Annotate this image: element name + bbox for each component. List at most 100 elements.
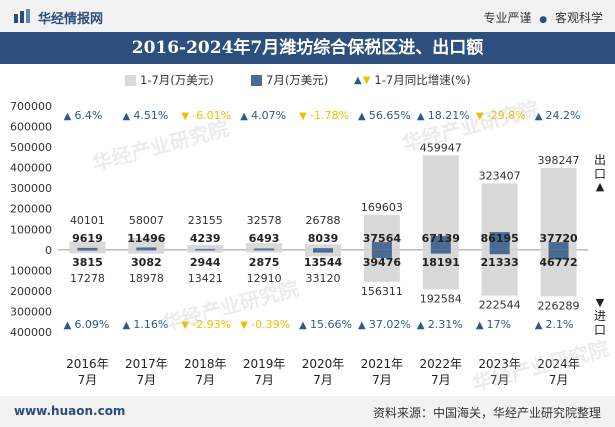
growth-down-icon: ▼ bbox=[181, 111, 189, 122]
label-export-growth: -1.78% bbox=[310, 109, 349, 122]
label-export-growth: 18.21% bbox=[428, 109, 470, 122]
label-export-growth: 56.65% bbox=[369, 109, 411, 122]
bar-import-ytd bbox=[246, 249, 283, 253]
label-export-month: 37720 bbox=[539, 232, 578, 245]
label-export-growth: 4.07% bbox=[251, 109, 286, 122]
label-import-growth: 37.02% bbox=[369, 318, 411, 331]
x-tick-label: 7月 bbox=[372, 373, 392, 387]
label-export-month: 8039 bbox=[308, 232, 339, 245]
bar-export-ytd bbox=[128, 237, 165, 250]
label-export-ytd: 398247 bbox=[538, 154, 580, 167]
label-import-month: 46772 bbox=[539, 256, 577, 269]
growth-down-icon: ▼ bbox=[299, 111, 307, 122]
chart-title: 2016-2024年7月潍坊综合保税区进、出口额 bbox=[0, 32, 615, 64]
label-import-growth: -2.93% bbox=[192, 318, 231, 331]
bar-export-ytd bbox=[540, 167, 577, 250]
label-import-month: 21333 bbox=[481, 256, 519, 269]
bar-import-month bbox=[430, 249, 451, 254]
logo-icon bbox=[14, 9, 30, 23]
bar-import-month bbox=[136, 249, 157, 251]
growth-up-icon: ▲ bbox=[299, 320, 307, 331]
bar-export-month bbox=[195, 248, 216, 250]
x-tick-label: 7月 bbox=[254, 373, 274, 387]
chart-plot: 700000 600000 500000 400000 300000 200000 1000… bbox=[10, 100, 606, 387]
x-tick-label: 2022年 bbox=[420, 357, 463, 371]
label-import-growth: -0.39% bbox=[251, 318, 290, 331]
label-export-growth: 24.2% bbox=[546, 109, 581, 122]
label-import-month: 2944 bbox=[190, 256, 221, 269]
growth-up-icon: ▲ bbox=[240, 111, 248, 122]
triangle-up-icon: ▲ bbox=[354, 74, 362, 86]
y-tick-label: 0 bbox=[45, 244, 52, 257]
x-tick-label: 2017年 bbox=[125, 357, 168, 371]
label-import-ytd: 156311 bbox=[361, 285, 403, 298]
y-tick-label: 300000 bbox=[10, 182, 52, 195]
bar-import-ytd bbox=[187, 249, 224, 253]
label-import-month: 13544 bbox=[304, 256, 343, 269]
bar-export-month bbox=[254, 248, 275, 250]
legend-growth-label: 1-7月同比增速(%) bbox=[374, 73, 471, 87]
legend-month: 7月(万美元) bbox=[251, 72, 328, 88]
label-import-ytd: 192584 bbox=[420, 292, 462, 305]
y-tick-label: 400000 bbox=[10, 326, 52, 339]
bar-import-ytd bbox=[481, 249, 518, 296]
legend-month-label: 7月(万美元) bbox=[266, 73, 329, 87]
y-tick-label: 400000 bbox=[10, 162, 52, 175]
growth-down-icon: ▼ bbox=[476, 111, 484, 122]
x-tick-label: 2016年 bbox=[66, 357, 109, 371]
label-import-month: 2875 bbox=[249, 256, 280, 269]
x-tick-label: 2020年 bbox=[302, 357, 345, 371]
y-tick-label: 500000 bbox=[10, 141, 52, 154]
footer: www.huaon.com 资料来源：中国海关，华经产业研究院整理 bbox=[0, 396, 615, 427]
label-import-ytd: 18978 bbox=[129, 272, 164, 285]
x-tick-label: 7月 bbox=[313, 373, 333, 387]
arrow-up-icon: ▲ bbox=[596, 180, 605, 193]
label-import-ytd: 222544 bbox=[479, 299, 521, 312]
x-tick-label: 7月 bbox=[490, 373, 510, 387]
label-export-growth: 4.51% bbox=[133, 109, 168, 122]
label-export-growth: 6.4% bbox=[74, 109, 102, 122]
label-export-month: 86195 bbox=[481, 232, 519, 245]
growth-up-icon: ▲ bbox=[358, 320, 366, 331]
label-import-growth: 1.16% bbox=[133, 318, 168, 331]
bar-export-month bbox=[136, 247, 157, 250]
y-tick-label: 300000 bbox=[10, 305, 52, 318]
label-import-growth: 15.66% bbox=[310, 318, 352, 331]
growth-up-icon: ▲ bbox=[122, 111, 130, 122]
growth-up-icon: ▲ bbox=[417, 111, 425, 122]
tagline-separator: ● bbox=[539, 15, 548, 25]
label-import-growth: 2.31% bbox=[428, 318, 463, 331]
label-export-ytd: 40101 bbox=[70, 214, 105, 227]
tagline: 专业严谨 ● 客观科学 bbox=[479, 9, 603, 26]
label-import-growth: 17% bbox=[487, 318, 511, 331]
label-export-ytd: 32578 bbox=[247, 214, 282, 227]
bar-import-month bbox=[371, 249, 392, 258]
x-tick-label: 2021年 bbox=[361, 357, 404, 371]
label-import-ytd: 33120 bbox=[306, 272, 341, 285]
bar-export-month bbox=[548, 242, 569, 250]
x-tick-label: 7月 bbox=[431, 373, 451, 387]
label-import-ytd: 226289 bbox=[538, 299, 580, 312]
x-tick-label: 2019年 bbox=[243, 357, 286, 371]
bar-import-month bbox=[77, 249, 98, 251]
bar-import-ytd bbox=[69, 249, 106, 254]
x-tick-label: 2018年 bbox=[184, 357, 227, 371]
x-tick-label: 2023年 bbox=[478, 357, 521, 371]
bar-import-ytd bbox=[128, 249, 165, 254]
legend-ytd-swatch bbox=[125, 74, 136, 86]
label-import-month: 3082 bbox=[131, 256, 162, 269]
label-import-month: 3815 bbox=[72, 256, 103, 269]
x-tick-label: 7月 bbox=[78, 373, 98, 387]
bar-export-month bbox=[430, 236, 451, 250]
bar-export-ytd bbox=[187, 245, 224, 250]
import-side-label-2: 口 bbox=[594, 323, 606, 337]
bar-import-month bbox=[313, 249, 333, 253]
label-export-month: 4239 bbox=[190, 232, 221, 245]
bar-export-ytd bbox=[305, 244, 341, 250]
growth-up-icon: ▲ bbox=[535, 111, 543, 122]
label-import-ytd: 13421 bbox=[188, 272, 223, 285]
growth-up-icon: ▲ bbox=[122, 320, 130, 331]
growth-up-icon: ▲ bbox=[476, 320, 484, 331]
label-export-month: 9619 bbox=[72, 232, 103, 245]
y-tick-label: 600000 bbox=[10, 121, 52, 134]
